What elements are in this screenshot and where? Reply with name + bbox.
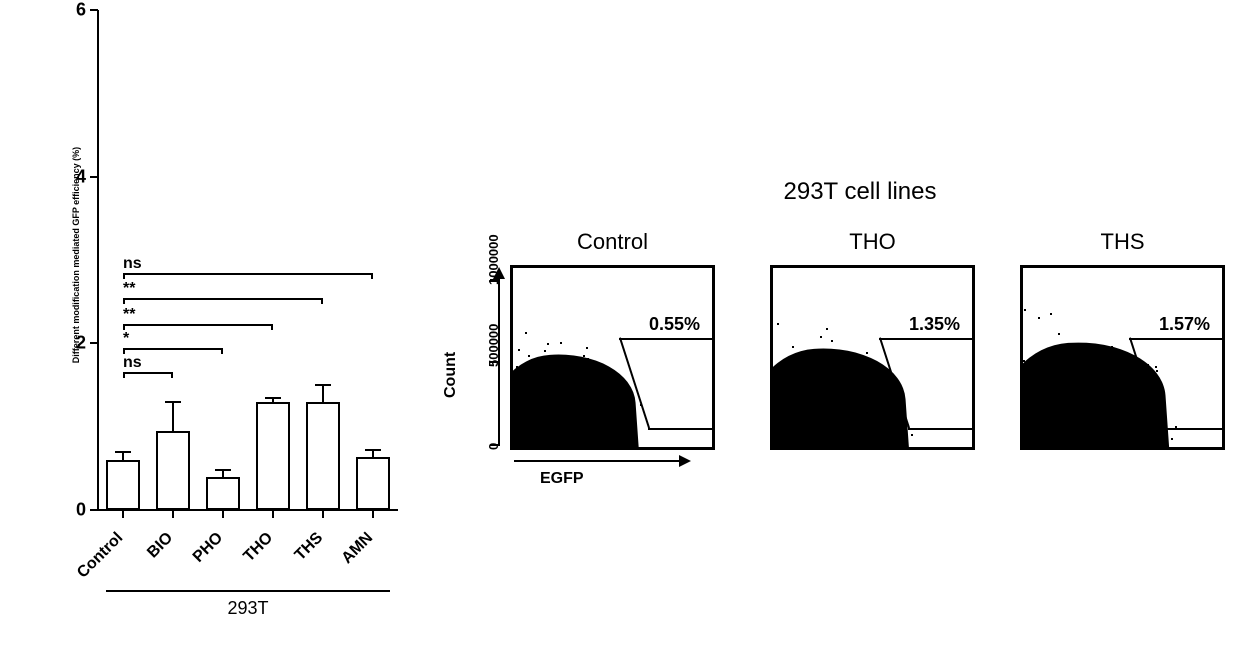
bar-chart-error-cap: [115, 451, 131, 453]
bar-chart-significance-line: [123, 298, 323, 300]
bar-chart-x-tick: [122, 510, 124, 518]
facs-gate-line: [619, 338, 712, 340]
bar-chart-y-tick: [90, 509, 98, 511]
bar-chart-error-bar: [172, 402, 174, 431]
facs-gate-line: [1129, 338, 1222, 340]
facs-scatter-blob: [510, 349, 640, 450]
bar-chart-plot-area: ns*****ns: [98, 10, 398, 510]
facs-panel: 1.57%: [1020, 265, 1225, 450]
bar-chart-y-tick: [90, 9, 98, 11]
bar-chart-bar: [156, 431, 190, 510]
facs-panel: 0.55%: [510, 265, 715, 450]
figure: ns*****ns Different modification mediate…: [0, 0, 1240, 659]
bar-chart-bar: [306, 402, 340, 510]
facs-gate-percent: 1.35%: [909, 314, 960, 335]
bar-chart-significance-line: [123, 372, 173, 374]
bar-chart-error-bar: [222, 470, 224, 477]
bar-chart-x-tick: [172, 510, 174, 518]
bar-chart-x-tick: [272, 510, 274, 518]
bar-chart-y-tick: [90, 342, 98, 344]
bar-chart-error-cap: [265, 397, 281, 399]
bar-chart-group-label: 293T: [106, 598, 390, 619]
bar-chart-y-tick-label: 0: [46, 500, 86, 521]
facs-title: 293T cell lines: [760, 178, 960, 206]
bar-chart-error-cap: [215, 469, 231, 471]
bar-chart-group-line: [106, 590, 390, 592]
bar-chart-significance-label: **: [123, 306, 135, 324]
bar-chart-significance-line: [123, 348, 223, 350]
facs-panel: 1.35%: [770, 265, 975, 450]
bar-chart-category-label: AMN: [339, 529, 377, 567]
bar-chart-bar: [356, 457, 390, 510]
bar-chart-category-label: THS: [292, 529, 327, 564]
bar-chart-bar: [256, 402, 290, 510]
facs-scatter-blob: [770, 343, 910, 450]
bar-chart-category-label: Control: [74, 529, 127, 582]
bar-chart-significance-label: ns: [123, 255, 142, 273]
bar-chart: ns*****ns Different modification mediate…: [30, 0, 430, 640]
bar-chart-y-tick-label: 4: [46, 166, 86, 187]
facs-subtitle: Control: [510, 229, 715, 255]
bar-chart-error-bar: [372, 450, 374, 457]
bar-chart-x-axis: [98, 509, 398, 511]
bar-chart-error-cap: [315, 384, 331, 386]
bar-chart-significance-label: **: [123, 280, 135, 298]
bar-chart-x-tick: [222, 510, 224, 518]
facs-gate-line: [1158, 428, 1222, 430]
facs-subtitle: THO: [770, 229, 975, 255]
bar-chart-significance-label: *: [123, 330, 129, 348]
bar-chart-error-cap: [165, 401, 181, 403]
bar-chart-significance-line: [123, 273, 373, 275]
facs-gate-line: [879, 338, 972, 340]
bar-chart-bar: [206, 477, 240, 510]
facs-y-tick-label: 0: [486, 443, 501, 450]
facs-x-axis-label: EGFP: [540, 470, 584, 488]
bar-chart-error-bar: [122, 452, 124, 460]
bar-chart-y-tick-label: 2: [46, 333, 86, 354]
bar-chart-x-tick: [322, 510, 324, 518]
bar-chart-category-label: BIO: [144, 529, 177, 562]
facs-y-axis-label: Count: [442, 352, 460, 398]
bar-chart-significance-label: ns: [123, 354, 142, 372]
facs-y-tick-label: 1000000: [486, 234, 501, 285]
bar-chart-category-label: THO: [240, 529, 277, 566]
bar-chart-error-bar: [322, 385, 324, 402]
facs-subtitle: THS: [1020, 229, 1225, 255]
facs-y-tick-label: 500000: [486, 324, 501, 367]
facs-gate-line: [648, 428, 712, 430]
bar-chart-y-axis: [97, 10, 99, 510]
bar-chart-x-tick: [372, 510, 374, 518]
bar-chart-error-cap: [365, 449, 381, 451]
bar-chart-category-label: PHO: [190, 529, 227, 566]
bar-chart-significance-line: [123, 324, 273, 326]
facs-gate-line: [908, 428, 972, 430]
facs-x-axis-arrow: [514, 460, 689, 462]
bar-chart-y-tick: [90, 176, 98, 178]
facs-gate-percent: 0.55%: [649, 314, 700, 335]
facs-gate-percent: 1.57%: [1159, 314, 1210, 335]
bar-chart-bar: [106, 460, 140, 510]
bar-chart-y-tick-label: 6: [46, 0, 86, 21]
